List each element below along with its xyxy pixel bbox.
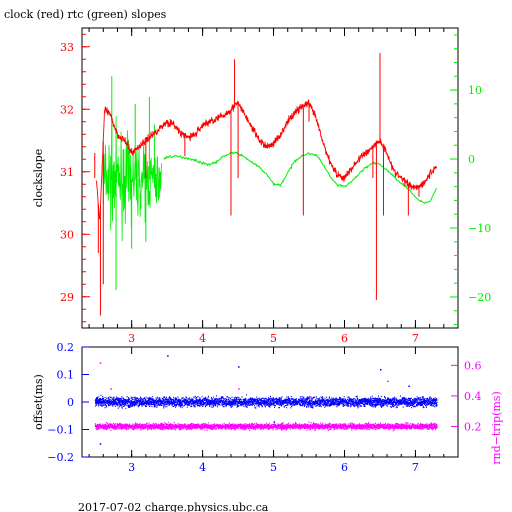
offset-outlier: [99, 443, 102, 445]
top-y2-tick-label: −10: [468, 222, 491, 235]
chart-title: clock (red) rtc (green) slopes: [4, 8, 167, 21]
offset-points: [94, 394, 438, 409]
rnd-trip-outlier: [238, 388, 240, 390]
rnd-trip-outlier: [387, 380, 389, 383]
rtc-noise-band: [102, 115, 162, 242]
bottom-x-tick-label: 5: [270, 461, 277, 474]
clock-series-line: [95, 99, 438, 220]
bottom-x-tick-label: 6: [341, 461, 348, 474]
offset-outlier: [167, 355, 169, 357]
bottom-y-tick-label: −0.1: [47, 424, 74, 437]
top-x-tick-label: 5: [270, 332, 277, 345]
top-y2-tick-label: −20: [468, 291, 491, 304]
top-y-axis-label: clockslope: [32, 149, 45, 207]
bottom-y2-tick-label: 0.2: [464, 420, 482, 433]
bottom-y2-axis-label: rnd−trip(ms): [490, 391, 503, 465]
bottom-y-axis-label: offset(ms): [32, 374, 45, 430]
offset-outlier: [408, 385, 410, 387]
bottom-y-tick-label: 0.1: [57, 369, 75, 382]
top-y-tick-label: 31: [60, 166, 74, 179]
rnd-trip-outlier: [309, 395, 311, 398]
top-y-tick-label: 32: [60, 103, 74, 116]
top-y2-tick-label: 0: [468, 153, 475, 166]
top-y-tick-label: 33: [60, 41, 74, 54]
footer-text: 2017-07-02 charge.physics.ubc.ca: [78, 501, 269, 512]
bottom-x-tick-label: 3: [128, 461, 135, 474]
rtc-series-line: [163, 151, 438, 205]
bottom-y-tick-label: 0.2: [57, 341, 75, 354]
top-x-tick-label: 4: [199, 332, 206, 345]
bottom-x-tick-label: 7: [412, 461, 419, 474]
top-y-tick-label: 29: [60, 291, 74, 304]
bottom-x-tick-label: 4: [199, 461, 206, 474]
bottom-y-tick-label: −0.2: [47, 451, 74, 464]
top-y2-tick-label: 10: [468, 84, 482, 97]
top-plot-frame: [81, 27, 459, 329]
rnd-trip-points: [94, 421, 438, 432]
top-x-tick-label: 6: [341, 332, 348, 345]
rnd-trip-outlier: [110, 388, 112, 390]
rnd-trip-outlier: [99, 362, 102, 364]
bottom-y2-tick-label: 0.6: [464, 359, 482, 372]
offset-outlier: [273, 421, 276, 423]
top-x-tick-label: 3: [128, 332, 135, 345]
offset-outlier: [379, 369, 382, 371]
top-y-tick-label: 30: [60, 228, 74, 241]
top-x-tick-label: 7: [412, 332, 419, 345]
bottom-y-tick-label: 0: [67, 396, 74, 409]
bottom-y2-tick-label: 0.4: [464, 390, 482, 403]
offset-outlier: [238, 366, 240, 368]
